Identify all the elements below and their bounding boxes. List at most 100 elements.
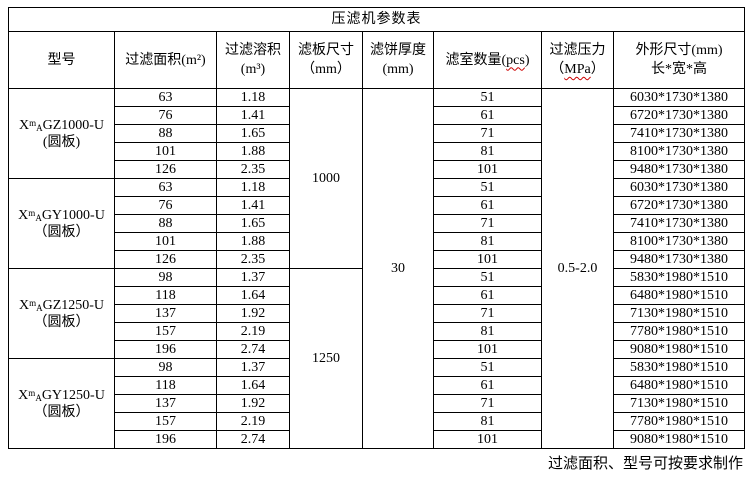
chambers-cell: 101 (433, 340, 542, 359)
chambers-cell: 101 (433, 160, 542, 179)
col-header-area: 过滤面积(m²) (114, 31, 217, 89)
pressure-unit-misspell: MPa (564, 62, 591, 77)
chambers-cell: 81 (433, 232, 542, 251)
volume-cell: 1.88 (216, 232, 290, 251)
area-cell: 63 (114, 178, 217, 197)
chambers-cell: 61 (433, 106, 542, 125)
dims-cell: 7410*1730*1380 (613, 214, 745, 233)
dims-cell: 6480*1980*1510 (613, 376, 745, 395)
col-header-chambers: 滤室数量(pcs) (433, 31, 542, 89)
area-cell: 101 (114, 232, 217, 251)
chambers-cell: 101 (433, 430, 542, 449)
area-cell: 88 (114, 124, 217, 143)
model-cell: XmAGZ1250-U （圆板） (8, 268, 115, 359)
model-cell: XmAGY1250-U （圆板） (8, 358, 115, 449)
volume-cell: 1.41 (216, 196, 290, 215)
dims-cell: 9080*1980*1510 (613, 340, 745, 359)
volume-cell: 2.19 (216, 412, 290, 431)
area-cell: 126 (114, 160, 217, 179)
pressure-label: 过滤压力 (549, 43, 606, 58)
chambers-cell: 51 (433, 88, 542, 107)
dims-cell: 6720*1730*1380 (613, 106, 745, 125)
volume-cell: 2.19 (216, 322, 290, 341)
dims-cell: 8100*1730*1380 (613, 232, 745, 251)
area-cell: 63 (114, 88, 217, 107)
volume-cell: 1.65 (216, 214, 290, 233)
parameters-table: 压滤机参数表 型号 过滤面积(m²) 过滤溶积 (m³) 滤板尺寸 （mm） 滤… (8, 7, 745, 449)
chambers-cell: 61 (433, 286, 542, 305)
volume-cell: 2.35 (216, 250, 290, 269)
model-variant: （圆板） (33, 224, 90, 240)
dims-cell: 5830*1980*1510 (613, 268, 745, 287)
col-header-plate-size: 滤板尺寸 （mm） (289, 31, 363, 89)
chambers-unit-misspell: pcs (506, 52, 525, 68)
chambers-cell: 61 (433, 376, 542, 395)
dims-cell: 6480*1980*1510 (613, 286, 745, 305)
area-cell: 118 (114, 286, 217, 305)
chambers-cell: 81 (433, 142, 542, 161)
dims-cell: 7130*1980*1510 (613, 394, 745, 413)
dims-cell: 8100*1730*1380 (613, 142, 745, 161)
pressure-range-cell: 0.5-2.0 (541, 88, 614, 449)
area-cell: 157 (114, 412, 217, 431)
volume-cell: 1.41 (216, 106, 290, 125)
chambers-cell: 81 (433, 322, 542, 341)
volume-cell: 1.92 (216, 304, 290, 323)
volume-cell: 1.18 (216, 88, 290, 107)
area-cell: 157 (114, 322, 217, 341)
footer-note: 过滤面积、型号可按要求制作 (547, 456, 743, 472)
model-name: XmAGY1000-U (18, 207, 105, 223)
area-cell: 98 (114, 268, 217, 287)
volume-cell: 2.74 (216, 430, 290, 449)
dims-cell: 9480*1730*1380 (613, 160, 745, 179)
col-header-pressure: 过滤压力 （MPa） (541, 31, 614, 89)
volume-cell: 1.37 (216, 358, 290, 377)
model-cell: XmAGZ1000-U (圆板) (8, 88, 115, 179)
dims-cell: 5830*1980*1510 (613, 358, 745, 377)
area-cell: 196 (114, 430, 217, 449)
model-variant: （圆板） (33, 314, 90, 330)
cake-thickness-cell: 30 (362, 88, 434, 449)
volume-cell: 1.64 (216, 376, 290, 395)
col-header-dimensions: 外形尺寸(mm) 长*宽*高 (613, 31, 745, 89)
volume-cell: 1.37 (216, 268, 290, 287)
dims-cell: 7130*1980*1510 (613, 304, 745, 323)
chambers-cell: 61 (433, 196, 542, 215)
volume-cell: 1.92 (216, 394, 290, 413)
area-cell: 76 (114, 106, 217, 125)
plate-size-1000-cell: 1000 (289, 88, 363, 269)
model-variant: （圆板） (33, 404, 90, 420)
model-name: XmAGZ1250-U (18, 297, 105, 313)
model-name: XmAGZ1000-U (18, 117, 105, 133)
chambers-label: 滤室数量( (445, 52, 507, 68)
chambers-cell: 51 (433, 268, 542, 287)
pressure-unit-line: （MPa） (550, 62, 605, 77)
chambers-cell: 51 (433, 358, 542, 377)
volume-cell: 2.74 (216, 340, 290, 359)
chambers-cell: 71 (433, 124, 542, 143)
dims-cell: 6030*1730*1380 (613, 88, 745, 107)
volume-cell: 1.88 (216, 142, 290, 161)
chambers-cell: 51 (433, 178, 542, 197)
table-title: 压滤机参数表 (8, 7, 745, 32)
area-cell: 98 (114, 358, 217, 377)
area-cell: 118 (114, 376, 217, 395)
dims-cell: 6720*1730*1380 (613, 196, 745, 215)
dims-cell: 9480*1730*1380 (613, 250, 745, 269)
dims-cell: 7780*1980*1510 (613, 322, 745, 341)
volume-cell: 1.18 (216, 178, 290, 197)
area-cell: 76 (114, 196, 217, 215)
dims-cell: 7780*1980*1510 (613, 412, 745, 431)
area-cell: 137 (114, 304, 217, 323)
dims-cell: 6030*1730*1380 (613, 178, 745, 197)
col-header-volume: 过滤溶积 (m³) (216, 31, 290, 89)
volume-cell: 2.35 (216, 160, 290, 179)
col-header-model: 型号 (8, 31, 115, 89)
chambers-cell: 71 (433, 304, 542, 323)
chambers-cell: 71 (433, 214, 542, 233)
area-cell: 126 (114, 250, 217, 269)
area-cell: 137 (114, 394, 217, 413)
chambers-label-close: ) (524, 52, 530, 68)
model-cell: XmAGY1000-U （圆板） (8, 178, 115, 269)
